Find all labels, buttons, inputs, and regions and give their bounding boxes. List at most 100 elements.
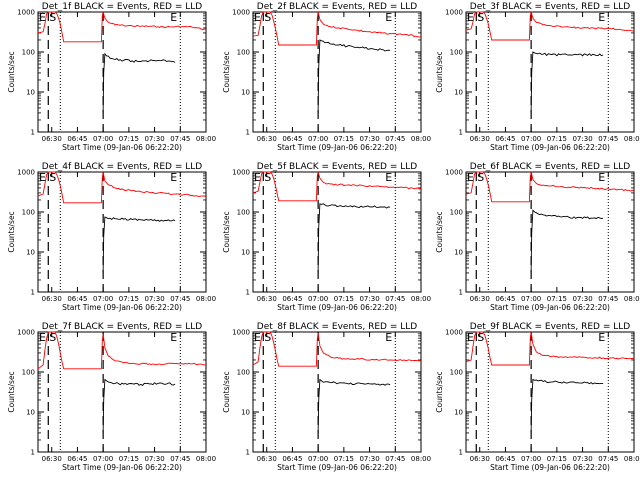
plot-frame bbox=[37, 171, 207, 293]
marker-label-e-end: E bbox=[598, 331, 605, 344]
y-tick-label: 1000 bbox=[17, 169, 35, 177]
x-tick-label: 06:45 bbox=[282, 295, 302, 303]
y-axis-label: Counts/sec bbox=[7, 211, 16, 252]
plot-frame bbox=[465, 331, 635, 453]
chart-title: Det_8f BLACK = Events, RED = LLD bbox=[257, 322, 417, 332]
plot-frame bbox=[465, 171, 635, 293]
plot-frame bbox=[37, 331, 207, 453]
marker-label-e-end: E bbox=[170, 11, 177, 24]
y-tick-label: 1000 bbox=[232, 169, 250, 177]
marker-label-e-start: E bbox=[467, 331, 474, 344]
plot-frame bbox=[252, 331, 422, 453]
marker-label-e-end: E bbox=[385, 331, 392, 344]
marker-label-e-start: E bbox=[39, 171, 46, 184]
y-tick-label: 1 bbox=[31, 289, 35, 297]
chart-title: Det_4f BLACK = Events, RED = LLD bbox=[42, 162, 202, 172]
plot-frame bbox=[37, 11, 207, 133]
marker-label-s: S bbox=[49, 171, 56, 184]
chart-title: Det_7f BLACK = Events, RED = LLD bbox=[42, 322, 202, 332]
series-lld-line bbox=[37, 331, 207, 370]
y-tick-label: 10 bbox=[454, 89, 463, 97]
x-tick-label: 08:00 bbox=[624, 135, 640, 143]
panel-6: Det_6f BLACK = Events, RED = LLD 1 10 100 10… bbox=[435, 162, 640, 312]
chart-title: Det_6f BLACK = Events, RED = LLD bbox=[470, 162, 630, 172]
marker-label-e-end: E bbox=[598, 171, 605, 184]
plot-frame bbox=[465, 11, 635, 133]
x-tick-label: 06:45 bbox=[495, 135, 515, 143]
x-tick-label: 07:15 bbox=[547, 295, 567, 303]
y-tick-label: 1 bbox=[246, 289, 250, 297]
x-tick-label: 06:30 bbox=[257, 455, 277, 463]
y-tick-label: 1000 bbox=[232, 9, 250, 17]
x-tick-label: 06:45 bbox=[67, 295, 87, 303]
marker-label-e-end: E bbox=[170, 171, 177, 184]
x-tick-label: 06:45 bbox=[67, 455, 87, 463]
y-tick-label: 1 bbox=[459, 449, 463, 457]
series-events-line bbox=[102, 216, 176, 273]
x-tick-label: 07:15 bbox=[334, 455, 354, 463]
chart-title: Det_3f BLACK = Events, RED = LLD bbox=[470, 2, 630, 12]
x-tick-label: 07:30 bbox=[144, 135, 164, 143]
marker-label-s: S bbox=[49, 331, 56, 344]
x-tick-label: 07:00 bbox=[521, 295, 541, 303]
chart-title: Det_1f BLACK = Events, RED = LLD bbox=[42, 2, 202, 12]
y-tick-label: 100 bbox=[450, 49, 463, 57]
panel-2: Det_2f BLACK = Events, RED = LLD 1 10 100 10… bbox=[222, 2, 431, 152]
x-axis-label: Start Time (09-Jan-06 06:22:20) bbox=[62, 143, 182, 152]
x-axis-label: Start Time (09-Jan-06 06:22:20) bbox=[62, 303, 182, 312]
x-tick-label: 07:30 bbox=[572, 295, 592, 303]
x-tick-label: 06:30 bbox=[257, 135, 277, 143]
x-tick-label: 07:30 bbox=[359, 135, 379, 143]
series-events-line bbox=[102, 378, 176, 433]
series-lld-line bbox=[37, 11, 207, 43]
x-axis-label: Start Time (09-Jan-06 06:22:20) bbox=[490, 463, 610, 472]
y-tick-label: 100 bbox=[22, 209, 35, 217]
panel-4: Det_4f BLACK = Events, RED = LLD 1 10 100 10… bbox=[7, 162, 216, 312]
marker-label-e-end: E bbox=[170, 331, 177, 344]
y-tick-label: 10 bbox=[241, 249, 250, 257]
x-tick-label: 08:00 bbox=[411, 295, 431, 303]
panel-7: Det_7f BLACK = Events, RED = LLD 1 10 100 10… bbox=[7, 322, 216, 472]
x-axis-label: Start Time (09-Jan-06 06:22:20) bbox=[277, 143, 397, 152]
marker-label-e-start: E bbox=[467, 171, 474, 184]
y-tick-label: 1 bbox=[459, 289, 463, 297]
marker-label-s: S bbox=[477, 11, 484, 24]
x-tick-label: 07:15 bbox=[119, 135, 139, 143]
marker-label-e-start: E bbox=[254, 331, 261, 344]
chart-title: Det_9f BLACK = Events, RED = LLD bbox=[470, 322, 630, 332]
y-tick-label: 1 bbox=[246, 129, 250, 137]
x-tick-label: 06:45 bbox=[282, 455, 302, 463]
x-tick-label: 07:00 bbox=[93, 135, 113, 143]
y-tick-label: 1000 bbox=[17, 329, 35, 337]
y-tick-label: 10 bbox=[454, 249, 463, 257]
marker-label-e-end: E bbox=[385, 171, 392, 184]
x-tick-label: 06:45 bbox=[495, 455, 515, 463]
y-tick-label: 100 bbox=[22, 49, 35, 57]
panel-3: Det_3f BLACK = Events, RED = LLD 1 10 100 10… bbox=[435, 2, 640, 152]
series-lld-line bbox=[252, 331, 421, 367]
x-tick-label: 07:45 bbox=[598, 455, 618, 463]
y-tick-label: 10 bbox=[26, 409, 35, 417]
series-lld-line bbox=[37, 171, 207, 204]
x-tick-label: 07:15 bbox=[119, 295, 139, 303]
x-tick-label: 06:45 bbox=[495, 295, 515, 303]
marker-label-s: S bbox=[49, 11, 56, 24]
x-axis-label: Start Time (09-Jan-06 06:22:20) bbox=[277, 463, 397, 472]
y-tick-label: 100 bbox=[237, 369, 250, 377]
y-tick-label: 100 bbox=[237, 49, 250, 57]
series-events-line bbox=[317, 39, 391, 113]
x-tick-label: 07:45 bbox=[598, 135, 618, 143]
y-tick-label: 10 bbox=[241, 89, 250, 97]
marker-label-s: S bbox=[477, 171, 484, 184]
series-lld-line bbox=[465, 331, 635, 366]
x-tick-label: 06:45 bbox=[67, 135, 87, 143]
y-tick-label: 10 bbox=[26, 249, 35, 257]
y-axis-label: Counts/sec bbox=[222, 51, 231, 92]
series-events-line bbox=[102, 52, 176, 113]
x-tick-label: 07:30 bbox=[572, 455, 592, 463]
panel-9: Det_9f BLACK = Events, RED = LLD 1 10 100 10… bbox=[435, 322, 640, 472]
x-tick-label: 07:15 bbox=[547, 135, 567, 143]
x-tick-label: 07:45 bbox=[170, 295, 190, 303]
x-tick-label: 06:30 bbox=[42, 295, 62, 303]
